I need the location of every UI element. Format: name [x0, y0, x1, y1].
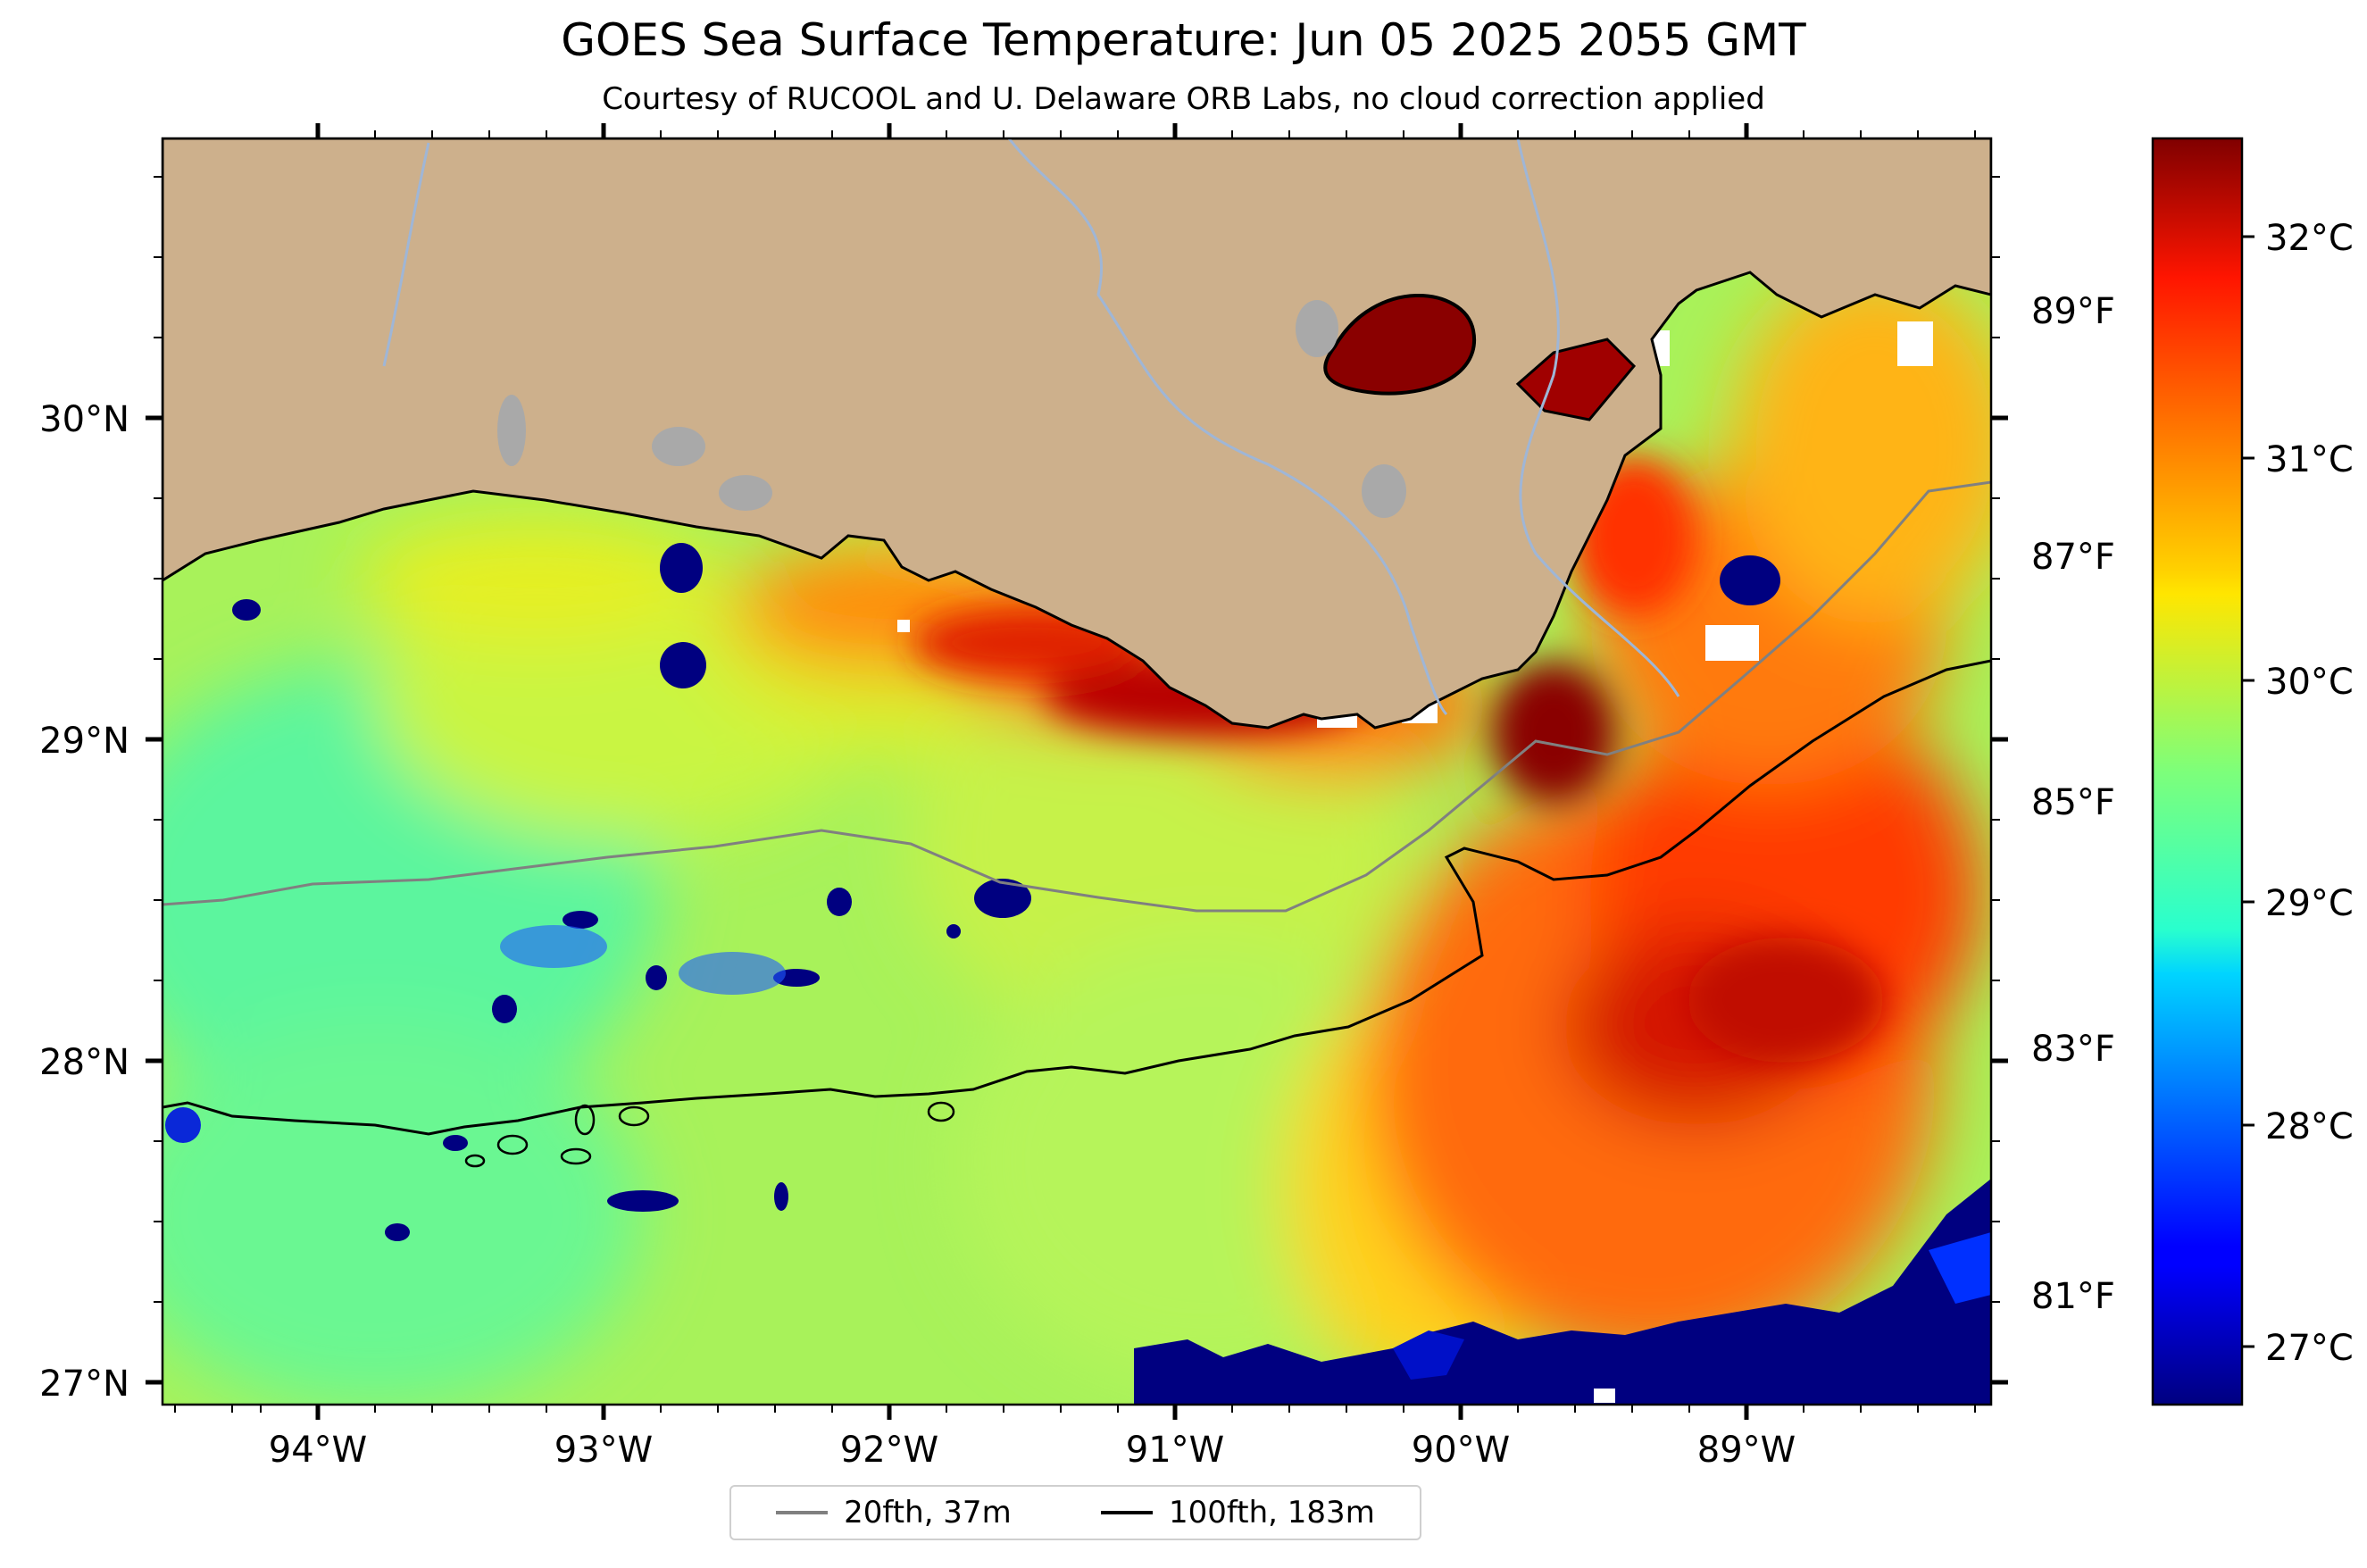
isobath-20fth: [163, 480, 1991, 913]
legend-item-100fth: 100fth, 183m: [1101, 1495, 1375, 1530]
latitude-minor-ticks: [154, 176, 2000, 1303]
cold-patches: [165, 543, 1991, 1405]
lon-label: 92°W: [840, 1430, 938, 1471]
lake-pontchartrain: [1323, 294, 1477, 396]
lon-label: 91°W: [1126, 1430, 1224, 1471]
latitude-major-ticks: [146, 415, 2008, 1385]
celsius-label: 27°C: [2265, 1328, 2354, 1369]
map-subtitle: Courtesy of RUCOOL and U. Delaware ORB L…: [602, 81, 1765, 117]
map-area[interactable]: [89, 138, 2018, 1411]
lon-label: 94°W: [269, 1430, 367, 1471]
lon-label: 89°W: [1697, 1430, 1796, 1471]
legend-line-black: [1101, 1511, 1154, 1514]
lake-borgne-area: [1515, 338, 1637, 421]
fahrenheit-label: 89°F: [2031, 291, 2115, 332]
lat-label: 29°N: [39, 721, 129, 762]
celsius-label: 32°C: [2265, 218, 2354, 259]
lon-label: 93°W: [554, 1430, 653, 1471]
lat-label: 28°N: [39, 1042, 129, 1083]
fahrenheit-label: 81°F: [2031, 1276, 2115, 1317]
celsius-label: 28°C: [2265, 1106, 2354, 1147]
legend-line-gray: [776, 1511, 829, 1514]
land-mass: [163, 138, 1991, 730]
isobath-legend: 20fth, 37m 100fth, 183m: [729, 1485, 1421, 1540]
fahrenheit-label: 85°F: [2031, 782, 2115, 823]
fahrenheit-label: 83°F: [2031, 1029, 2115, 1070]
celsius-label: 30°C: [2265, 662, 2354, 703]
small-reef-contours: [464, 1101, 955, 1168]
colorbar-ticks: [2242, 235, 2254, 1348]
colorbar: [2151, 137, 2244, 1406]
lat-label: 30°N: [39, 399, 129, 440]
lon-label: 90°W: [1412, 1430, 1510, 1471]
rivers: [382, 138, 1680, 716]
map-frame: [161, 137, 1993, 1406]
isobath-100fth: [163, 659, 1991, 1136]
fahrenheit-label: 87°F: [2031, 537, 2115, 578]
legend-item-20fth: 20fth, 37m: [776, 1495, 1012, 1530]
longitude-major-ticks: [315, 123, 1749, 1420]
lat-label: 27°N: [39, 1364, 129, 1405]
legend-label: 20fth, 37m: [844, 1495, 1012, 1530]
longitude-minor-ticks: [174, 130, 1976, 1413]
celsius-label: 29°C: [2265, 883, 2354, 924]
inland-lakes: [497, 300, 1406, 518]
celsius-label: 31°C: [2265, 439, 2354, 480]
sst-field-blobs: [163, 268, 1991, 1405]
map-title: GOES Sea Surface Temperature: Jun 05 202…: [561, 14, 1806, 66]
legend-label: 100fth, 183m: [1169, 1495, 1375, 1530]
